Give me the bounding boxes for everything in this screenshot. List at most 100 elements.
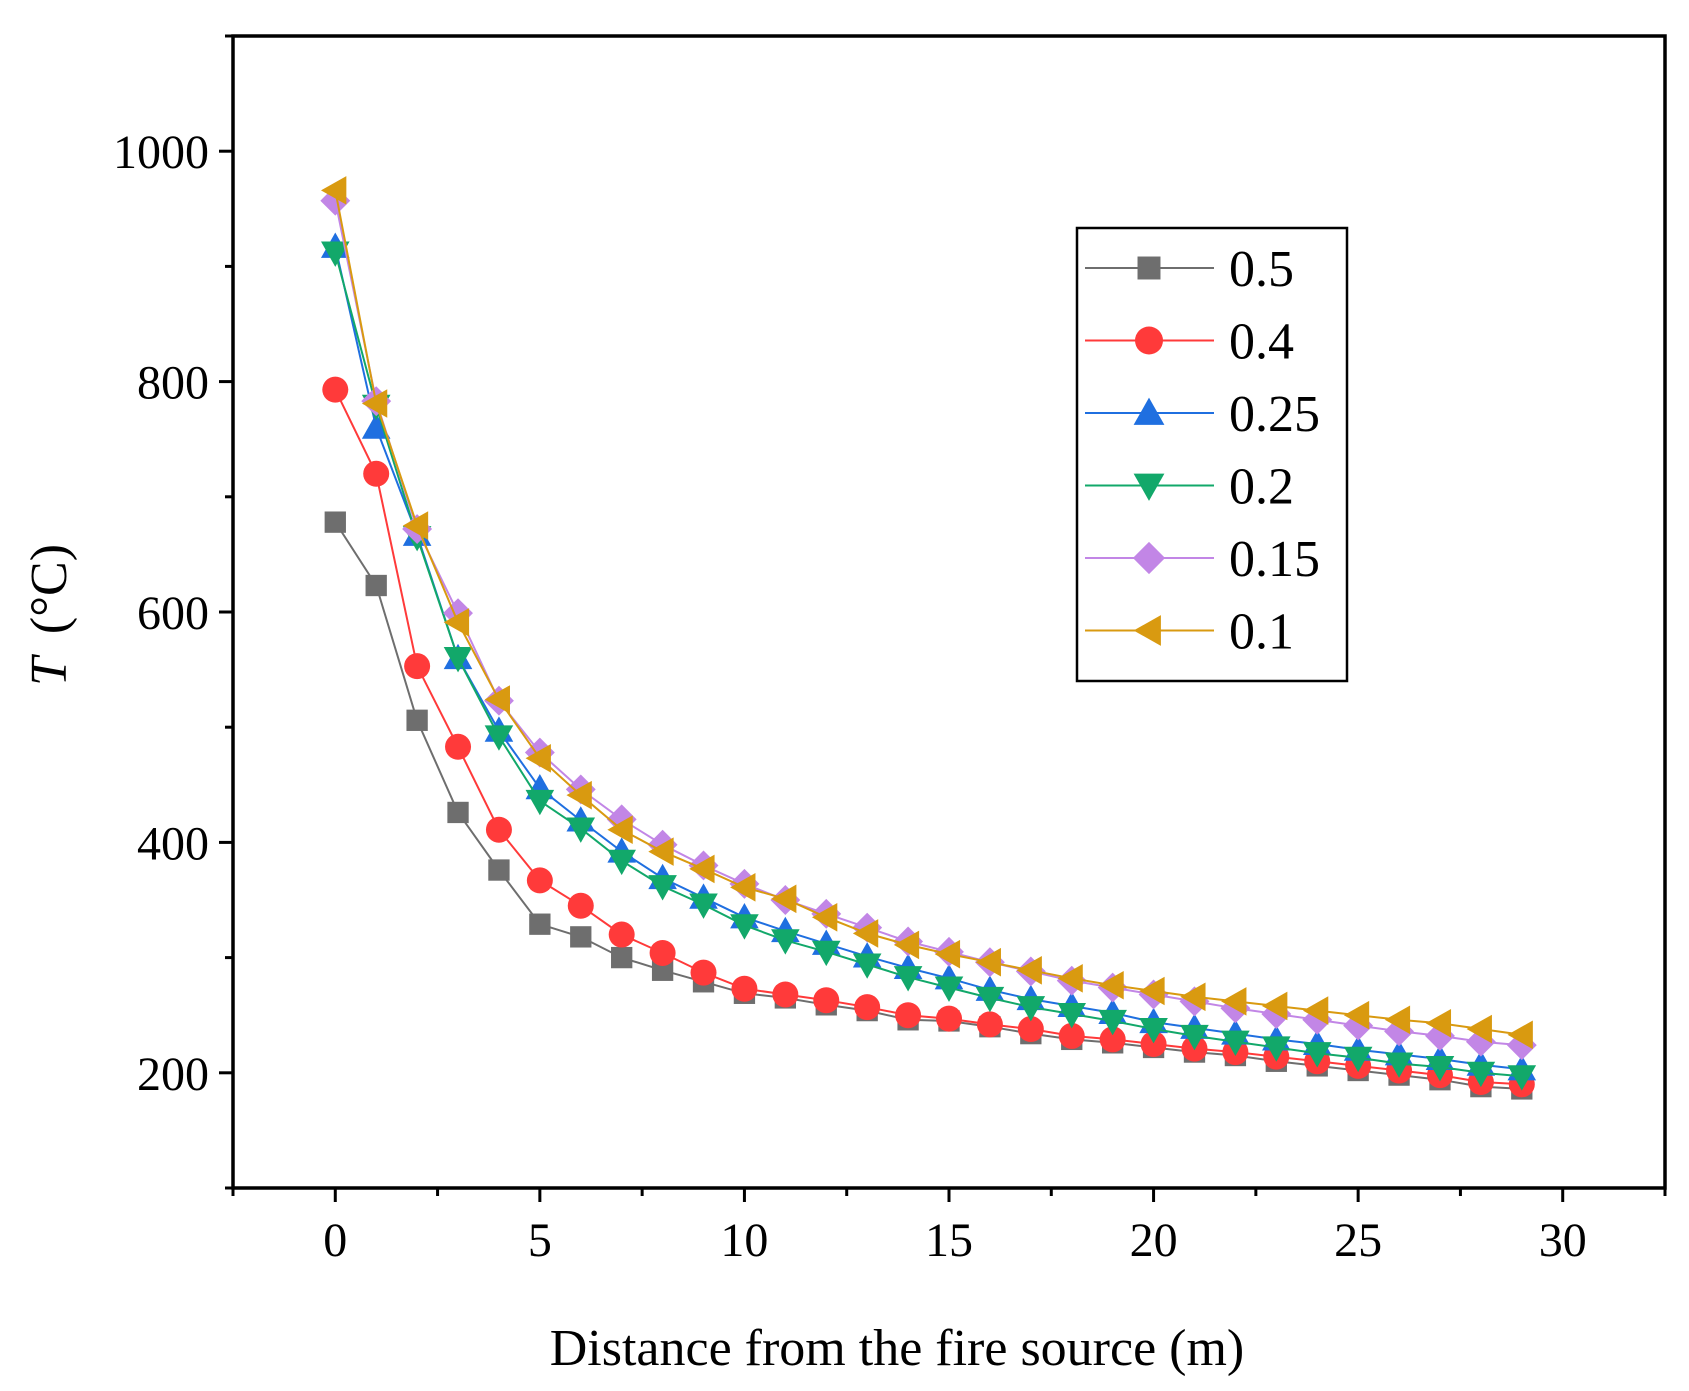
- x-tick-label: 30: [1539, 1214, 1587, 1267]
- legend-item: 0.1: [1085, 604, 1294, 661]
- data-point: [893, 966, 923, 992]
- data-point: [730, 873, 756, 902]
- data-point: [936, 1005, 962, 1032]
- data-point: [365, 574, 387, 597]
- data-point: [607, 815, 633, 845]
- data-point: [1262, 1036, 1291, 1062]
- data-point: [322, 376, 349, 403]
- data-point: [1507, 1065, 1537, 1091]
- x-tick-label: 0: [323, 1214, 347, 1267]
- data-point: [608, 921, 635, 948]
- data-point: [1302, 996, 1329, 1025]
- data-point: [934, 976, 964, 1002]
- data-point: [607, 849, 636, 876]
- data-point: [1140, 1031, 1167, 1057]
- data-point: [611, 946, 633, 969]
- data-point: [570, 926, 592, 948]
- data-point: [529, 913, 551, 935]
- legend-item: 0.2: [1085, 459, 1294, 516]
- series-layer: [320, 176, 1537, 1100]
- data-point: [1180, 982, 1206, 1012]
- x-tick-label: 20: [1130, 1214, 1178, 1267]
- data-point: [1139, 976, 1165, 1006]
- data-point: [485, 816, 512, 843]
- data-point: [1302, 1042, 1332, 1068]
- data-point: [1343, 1010, 1374, 1041]
- y-axis-label: T (°C): [21, 544, 78, 686]
- data-point: [406, 709, 428, 731]
- x-tick-label: 5: [528, 1214, 552, 1267]
- data-point: [1139, 1017, 1168, 1044]
- legend-label: 0.4: [1229, 314, 1294, 371]
- data-point: [443, 647, 473, 673]
- data-point: [1098, 970, 1124, 1000]
- data-point: [1221, 1030, 1250, 1056]
- data-point: [813, 987, 840, 1014]
- data-point: [567, 892, 594, 919]
- data-point: [1098, 1009, 1127, 1036]
- data-point: [447, 801, 469, 824]
- x-tick-label: 10: [720, 1214, 768, 1267]
- data-point: [361, 413, 391, 439]
- data-point: [1017, 1016, 1044, 1043]
- data-point: [1425, 1055, 1455, 1082]
- y-axis-label-unit: (°C): [21, 544, 78, 634]
- y-tick-label: 400: [137, 817, 209, 870]
- data-point: [363, 460, 390, 487]
- data-point: [852, 919, 879, 948]
- data-point: [1016, 996, 1046, 1022]
- data-point: [1507, 1020, 1533, 1050]
- legend-item: 0.4: [1085, 314, 1294, 371]
- data-point: [730, 914, 759, 940]
- axis-ticks: [219, 34, 1667, 1202]
- data-point: [975, 947, 1001, 977]
- data-point: [404, 653, 431, 680]
- data-point: [771, 929, 800, 955]
- legend-label: 0.5: [1229, 241, 1294, 298]
- data-point: [651, 959, 674, 981]
- data-point: [361, 389, 388, 418]
- data-point: [771, 884, 797, 914]
- legend-label: 0.2: [1229, 459, 1294, 516]
- data-point: [731, 975, 758, 1002]
- data-point: [526, 867, 553, 894]
- data-point: [1425, 1008, 1452, 1038]
- data-point: [895, 1002, 922, 1029]
- data-point: [1384, 1005, 1411, 1035]
- legend-marker: [1133, 473, 1165, 501]
- data-point: [976, 1011, 1003, 1038]
- data-point: [484, 685, 510, 714]
- legend-item: 0.5: [1085, 241, 1294, 298]
- data-point: [320, 241, 350, 267]
- data-point: [445, 733, 472, 760]
- data-point: [566, 817, 596, 843]
- data-point: [649, 939, 676, 966]
- data-point: [1384, 1052, 1414, 1078]
- series-0_25: [320, 232, 1537, 1081]
- x-axis-label: Distance from the fire source (m): [550, 1320, 1244, 1377]
- data-point: [484, 725, 514, 751]
- legend-marker: [1132, 541, 1166, 575]
- data-point: [1465, 1026, 1496, 1057]
- data-point: [648, 837, 674, 866]
- data-point: [320, 176, 347, 205]
- data-point: [525, 744, 551, 773]
- legend: 0.5 0.4 0.25 0.2 0.15 0.1: [1075, 226, 1349, 683]
- series-0_2: [320, 241, 1537, 1091]
- legend-item: 0.25: [1085, 386, 1320, 443]
- data-point: [488, 859, 510, 881]
- legend-marker: [1133, 397, 1165, 425]
- data-point: [690, 959, 717, 986]
- legend-label: 0.15: [1229, 531, 1320, 588]
- x-tick-label: 15: [925, 1214, 973, 1267]
- legend-box: [1075, 226, 1349, 683]
- x-tick-labels: 0 5 10 15 20 25 30: [323, 1214, 1586, 1267]
- data-point: [324, 511, 346, 533]
- data-point: [689, 893, 718, 919]
- data-point: [525, 789, 555, 816]
- data-point: [648, 875, 677, 901]
- data-point: [1057, 1002, 1087, 1029]
- data-point: [1384, 1016, 1415, 1047]
- x-tick-label: 25: [1334, 1214, 1382, 1267]
